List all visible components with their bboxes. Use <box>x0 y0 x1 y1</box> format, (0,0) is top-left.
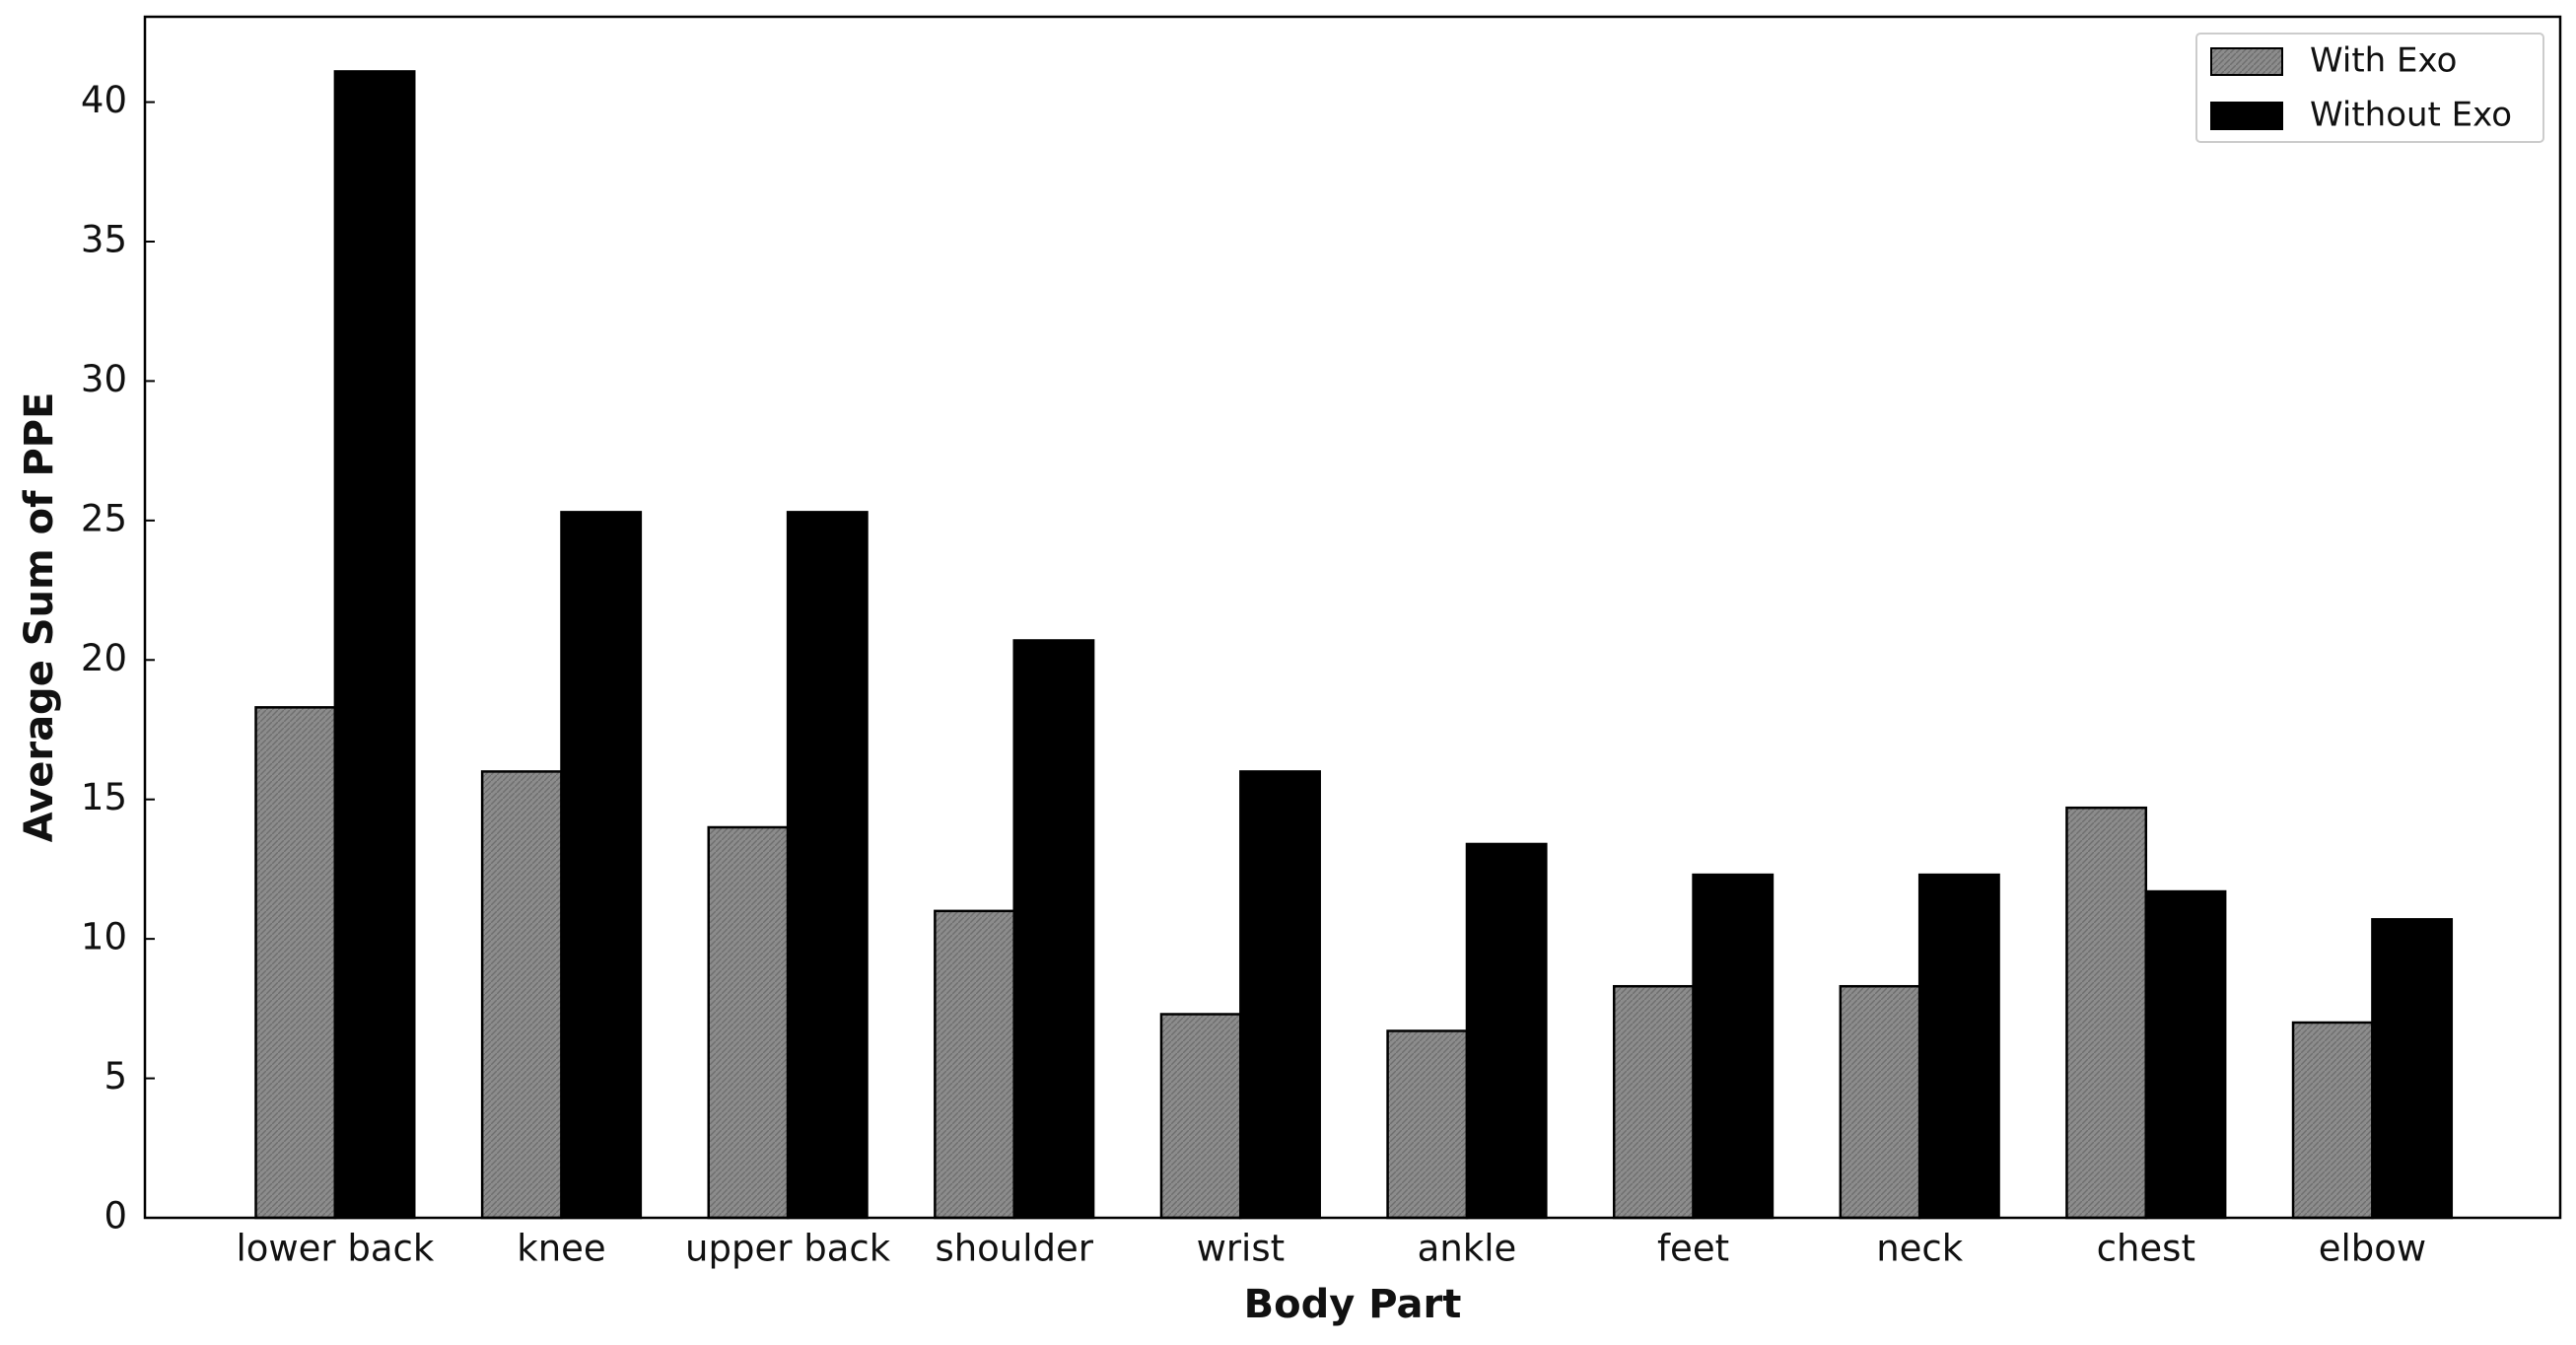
x-tick-label: wrist <box>1197 1228 1286 1270</box>
bar <box>2371 918 2454 1220</box>
x-tick-label: upper back <box>685 1228 891 1270</box>
legend-label: Without Exo <box>2310 96 2512 135</box>
x-tick-label: knee <box>517 1228 605 1270</box>
x-tick-label: lower back <box>236 1228 434 1270</box>
bar <box>934 909 1015 1220</box>
bar <box>1465 842 1548 1220</box>
bar <box>786 511 869 1220</box>
bar <box>1012 639 1095 1220</box>
y-tick-label: 20 <box>81 637 127 679</box>
bar <box>1692 873 1775 1220</box>
bar <box>2144 889 2227 1220</box>
legend-label: With Exo <box>2310 41 2457 81</box>
y-tick-label: 30 <box>81 358 127 400</box>
bar <box>1386 1029 1469 1220</box>
plot-frame <box>143 15 2562 1220</box>
bar <box>1239 770 1321 1220</box>
bar <box>2065 806 2148 1220</box>
bar <box>707 825 790 1220</box>
legend-swatch <box>2210 102 2283 130</box>
x-tick-label: neck <box>1876 1228 1964 1270</box>
bar <box>2291 1021 2374 1220</box>
legend-swatch <box>2210 47 2283 76</box>
y-tick-label: 10 <box>81 916 127 958</box>
y-tick-label: 5 <box>104 1055 127 1097</box>
x-tick-label: shoulder <box>935 1228 1093 1270</box>
x-tick-label: feet <box>1657 1228 1729 1270</box>
x-axis-label: Body Part <box>1244 1282 1462 1327</box>
bar <box>1612 984 1695 1220</box>
y-tick-label: 35 <box>81 218 127 260</box>
x-tick-label: chest <box>2097 1228 2195 1270</box>
bar <box>1159 1013 1242 1220</box>
y-axis-label: Average Sum of PPE <box>17 392 62 843</box>
x-tick-label: ankle <box>1418 1228 1517 1270</box>
y-tick-label: 15 <box>81 776 127 818</box>
y-tick-label: 40 <box>81 79 127 121</box>
bar <box>1839 984 1921 1220</box>
bar <box>254 706 337 1220</box>
bar <box>333 70 416 1220</box>
y-tick-label: 0 <box>104 1195 127 1238</box>
x-tick-label: elbow <box>2319 1228 2426 1270</box>
y-tick-label: 25 <box>81 497 127 539</box>
bar <box>480 770 563 1220</box>
bar <box>1917 873 2000 1220</box>
bar <box>560 511 643 1220</box>
